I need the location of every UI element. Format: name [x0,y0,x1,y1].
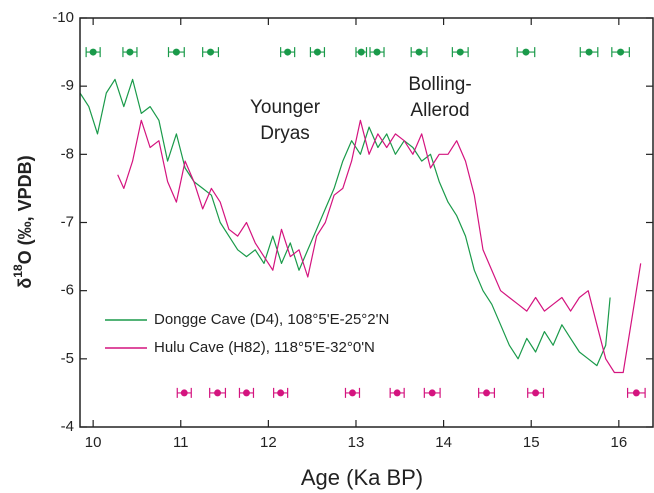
y-tick-label: -6 [61,282,74,299]
x-tick-label: 14 [435,434,452,451]
date-point [242,389,250,397]
date-point [126,48,134,56]
x-tick-label: 10 [85,434,102,451]
date-point [456,48,464,56]
series-line [80,78,611,367]
legend-label: Dongge Cave (D4), 108°5'E-25°2'N [154,311,389,328]
date-point [284,48,292,56]
series-line [117,119,642,374]
plot-area [80,47,646,398]
date-point [393,389,401,397]
date-point [585,48,593,56]
x-tick-label: 15 [523,434,540,451]
y-tick-label: -7 [61,213,74,230]
x-tick-label: 13 [348,434,365,451]
date-point [428,389,436,397]
date-point [180,389,188,397]
y-axis-label: δ18O (‰, VPDB) [11,155,35,288]
date-point [522,48,530,56]
date-point [207,48,215,56]
date-point [415,48,423,56]
y-tick-label: -9 [61,77,74,94]
date-point [277,389,285,397]
x-axis-label: Age (Ka BP) [301,465,423,490]
x-tick-label: 16 [610,434,627,451]
y-label-prefix: δ [15,278,35,289]
date-point [617,48,625,56]
date-point [172,48,180,56]
date-point [89,48,97,56]
date-point [348,389,356,397]
date-point [632,389,640,397]
y-label-suffix: O (‰, VPDB) [15,155,35,264]
annotation: Younger [250,97,321,118]
date-point [532,389,540,397]
annotation: Dryas [260,123,310,144]
date-point [214,389,222,397]
x-tick-label: 12 [260,434,277,451]
annotation: Bolling- [408,74,471,95]
x-tick-label: 11 [173,434,189,451]
y-tick-label: -10 [52,9,74,26]
date-point [373,48,381,56]
date-point [313,48,321,56]
legend-label: Hulu Cave (H82), 118°5'E-32°0'N [154,339,375,356]
date-point [357,48,365,56]
date-point [483,389,491,397]
y-tick-label: -4 [61,418,74,435]
annotation: Allerod [410,100,469,121]
y-tick-label: -5 [61,350,74,367]
plot-frame [79,17,654,428]
y-label-sup: 18 [11,264,25,278]
y-tick-label: -8 [61,145,74,162]
